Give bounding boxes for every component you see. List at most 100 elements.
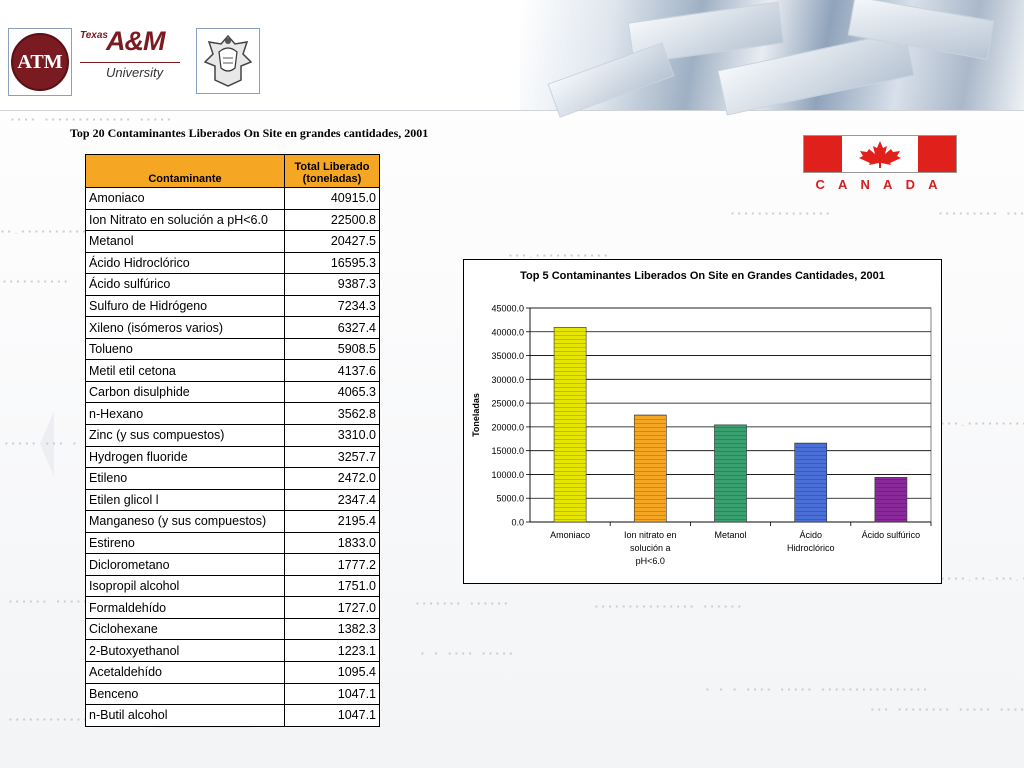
maple-leaf-icon <box>859 141 901 168</box>
table-body: Amoniaco 40915.0 Ion Nitrato en solución a… <box>85 187 380 727</box>
y-tick-label: 20000.0 <box>491 422 524 432</box>
contaminant-name-cell: Metil etil cetona <box>85 359 285 382</box>
table-row: Ion Nitrato en solución a pH<6.0 22500.8 <box>85 208 380 232</box>
table-row: Tolueno 5908.5 <box>85 337 380 361</box>
y-tick-label: 15000.0 <box>491 446 524 456</box>
y-axis-label: Toneladas <box>471 393 481 437</box>
total-released-cell: 3310.0 <box>284 424 380 447</box>
table-row: n-Hexano 3562.8 <box>85 402 380 426</box>
canada-flag <box>803 135 957 173</box>
chart-bar <box>874 477 908 523</box>
contaminants-table: Contaminante Total Liberado (toneladas) … <box>85 154 380 727</box>
table-row: Manganeso (y sus compuestos) 2195.4 <box>85 510 380 533</box>
header-art-slab <box>547 42 675 118</box>
contaminant-name-cell: Ácido Hidroclórico <box>85 251 285 275</box>
table-row: Benceno 1047.1 <box>85 682 380 706</box>
x-tick-label: Metanol <box>714 530 746 540</box>
background-texture: ▪▪▪▪▪▪▪▪▪▪ <box>2 278 71 287</box>
contaminant-name-cell: n-Butil alcohol <box>85 704 285 727</box>
column-header-total: Total Liberado (toneladas) <box>284 154 380 188</box>
background-texture: ▪▪▪▪▪ ▪▪▪ ▪ <box>4 440 79 449</box>
contaminant-name-cell: Acetaldehído <box>85 661 285 684</box>
background-texture: ▪▪▪▪▪▪▪▪▪▪▪▪▪▪▪ <box>730 210 833 219</box>
background-texture: ▪▪▪▪▪▪ ▪▪▪▪▪ <box>8 598 90 607</box>
contaminant-name-cell: 2-Butoxyethanol <box>85 639 285 663</box>
y-tick-label: 45000.0 <box>491 304 524 314</box>
y-tick-label: 10000.0 <box>491 470 524 480</box>
x-tick-label-line: Metanol <box>714 530 746 540</box>
contaminant-name-cell: Diclorometano <box>85 553 285 576</box>
table-row: Zinc (y sus compuestos) 3310.0 <box>85 424 380 447</box>
table-row: Metanol 20427.5 <box>85 230 380 253</box>
total-released-cell: 3562.8 <box>284 402 380 426</box>
flag-red-band <box>918 136 956 172</box>
table-row: Metil etil cetona 4137.6 <box>85 359 380 382</box>
contaminant-name-cell: Ciclohexane <box>85 617 285 641</box>
contaminant-name-cell: Isopropil alcohol <box>85 574 285 598</box>
logo-texas: Texas <box>80 30 108 41</box>
table-row: Ciclohexane 1382.3 <box>85 617 380 641</box>
y-tick-label: 40000.0 <box>491 327 524 337</box>
eagle-seal-logo <box>196 28 260 94</box>
chart-bar <box>714 424 747 523</box>
x-tick-label-line: Ácido sulfúrico <box>862 530 921 540</box>
chart-title: Top 5 Contaminantes Liberados On Site en… <box>520 270 885 282</box>
texas-am-university-logo: Texas A&M University <box>80 26 180 88</box>
table-row: Ácido Hidroclórico 16595.3 <box>85 251 380 275</box>
contaminant-name-cell: Carbon disulphide <box>85 380 285 404</box>
total-released-cell: 40915.0 <box>284 187 380 210</box>
total-released-cell: 2195.4 <box>284 510 380 533</box>
x-tick-label-line: Amoniaco <box>550 530 590 540</box>
page-title: Top 20 Contaminantes Liberados On Site e… <box>70 126 429 140</box>
atm-logo: ATM <box>8 28 72 96</box>
total-released-cell: 2347.4 <box>284 488 380 512</box>
background-texture: ▪▪.▪▪▪▪▪▪▪▪▪▪ <box>0 228 89 237</box>
contaminant-name-cell: Sulfuro de Hidrógeno <box>85 294 285 318</box>
x-tick-label: Ácido Hidroclórico <box>787 530 835 553</box>
total-released-cell: 1833.0 <box>284 531 380 555</box>
background-texture: ▪▪▪▪▪▪▪▪▪▪▪▪ ▪▪.▪▪▪▪▪▪ <box>8 716 158 725</box>
flag-white-band <box>842 136 918 172</box>
x-tick-label: Ácido sulfúrico <box>862 530 921 540</box>
y-tick-label: 30000.0 <box>491 375 524 385</box>
table-row: Xileno (isómeros varios) 6327.4 <box>85 316 380 339</box>
contaminant-name-cell: Hydrogen fluoride <box>85 445 285 469</box>
chart-bar <box>794 442 828 523</box>
background-texture: ▪▪▪▪▪▪▪ ▪▪▪▪▪▪ <box>415 600 511 609</box>
bar-chart: 0.0 5000.0 10000.0 15000.0 20000.0 25000.0 300… <box>471 304 932 566</box>
total-released-cell: 16595.3 <box>284 251 380 275</box>
total-released-cell: 1223.1 <box>284 639 380 663</box>
contaminant-name-cell: Ion Nitrato en solución a pH<6.0 <box>85 208 285 232</box>
total-released-cell: 2472.0 <box>284 467 380 490</box>
total-released-cell: 5908.5 <box>284 337 380 361</box>
contaminant-name-cell: Formaldehído <box>85 596 285 619</box>
table-header-row: Contaminante Total Liberado (toneladas) <box>85 154 380 188</box>
y-tick-label: 0.0 <box>511 518 524 528</box>
logo-am: A&M <box>106 26 165 56</box>
table-row: Formaldehído 1727.0 <box>85 596 380 619</box>
flag-red-band <box>804 136 842 172</box>
x-tick-label: Ion nitrato en solución a pH<6.0 <box>624 530 677 566</box>
contaminant-name-cell: Estireno <box>85 531 285 555</box>
total-released-cell: 4137.6 <box>284 359 380 382</box>
table-row: Ácido sulfúrico 9387.3 <box>85 273 380 296</box>
background-texture: ▪▪▪▪ ▪▪▪▪▪▪▪▪▪▪▪▪▪ ▪▪▪▪▪ <box>10 116 174 125</box>
total-released-cell: 1382.3 <box>284 617 380 641</box>
table-row: Acetaldehído 1095.4 <box>85 661 380 684</box>
x-tick-label-line: solución a <box>630 543 671 553</box>
y-tick-label: 5000.0 <box>496 494 524 504</box>
table-row: Etileno 2472.0 <box>85 467 380 490</box>
background-texture: ▪▪▪.▪▪▪▪▪▪▪▪▪▪ <box>940 420 1024 429</box>
y-tick-label: 25000.0 <box>491 399 524 409</box>
background-texture: ▪▪▪▪.▪▪.▪▪▪.▪▪▪ <box>940 575 1024 584</box>
table-row: 2-Butoxyethanol 1223.1 <box>85 639 380 663</box>
contaminant-name-cell: Xileno (isómeros varios) <box>85 316 285 339</box>
background-texture: ▪▪▪ ▪▪▪▪▪▪▪▪ ▪▪▪▪▪ ▪▪▪▪▪ <box>870 706 1024 715</box>
eagle-seal-icon <box>203 34 253 87</box>
contaminant-name-cell: Etilen glicol l <box>85 488 285 512</box>
contaminant-name-cell: Zinc (y sus compuestos) <box>85 424 285 447</box>
logo-divider <box>80 62 180 63</box>
contaminant-name-cell: Ácido sulfúrico <box>85 273 285 296</box>
table-row: Hydrogen fluoride 3257.7 <box>85 445 380 469</box>
contaminant-name-cell: Etileno <box>85 467 285 490</box>
